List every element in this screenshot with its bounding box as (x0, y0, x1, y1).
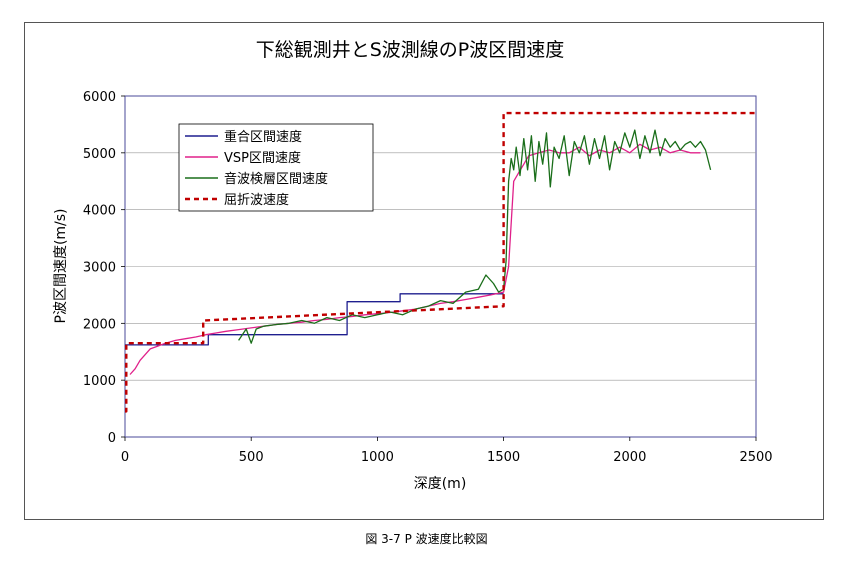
x-tick-label: 1500 (487, 450, 520, 465)
y-tick-label: 6000 (83, 90, 116, 105)
legend-label-1: VSP区間速度 (224, 150, 301, 166)
x-tick-label: 2000 (613, 450, 646, 465)
chart-svg: 下総観測井とS波測線のP波区間速度 0100020003000400050006… (53, 39, 773, 492)
axis-ticks: 0 1000 2000 3000 4000 5000 6000 0 500 1000 1500 200… (83, 90, 773, 465)
figure-caption: 図 3-7 P 波速度比較図 (365, 532, 488, 546)
x-tick-label: 0 (121, 450, 129, 465)
y-axis-label: P波区間速度(m/s) (53, 208, 69, 323)
x-axis-label: 深度(m) (414, 476, 467, 492)
chart-title: 下総観測井とS波測線のP波区間速度 (256, 39, 565, 61)
y-tick-label: 1000 (83, 374, 116, 389)
series-line-2 (238, 129, 712, 344)
chart-frame: 下総観測井とS波測線のP波区間速度 0 1000 2000 3000 4000 5000 6… (24, 22, 824, 520)
y-tick-label: 2000 (83, 317, 116, 332)
y-tick-label: 5000 (83, 147, 116, 162)
y-tick-label: 0 (108, 431, 116, 446)
legend-label-3: 屈折波速度 (224, 192, 289, 208)
series-line-0 (125, 293, 504, 346)
legend-box (178, 123, 374, 212)
series-layer (125, 111, 756, 413)
x-tick-label: 500 (239, 450, 264, 465)
legend-label-2: 音波検層区間速度 (224, 171, 328, 187)
y-tick-label: 3000 (83, 261, 116, 276)
x-tick-label: 2500 (739, 450, 772, 465)
x-tick-label: 1000 (361, 450, 394, 465)
legend-label-0: 重合区間速度 (224, 129, 302, 145)
series-line-3 (125, 111, 756, 413)
y-tick-label: 4000 (83, 204, 116, 219)
